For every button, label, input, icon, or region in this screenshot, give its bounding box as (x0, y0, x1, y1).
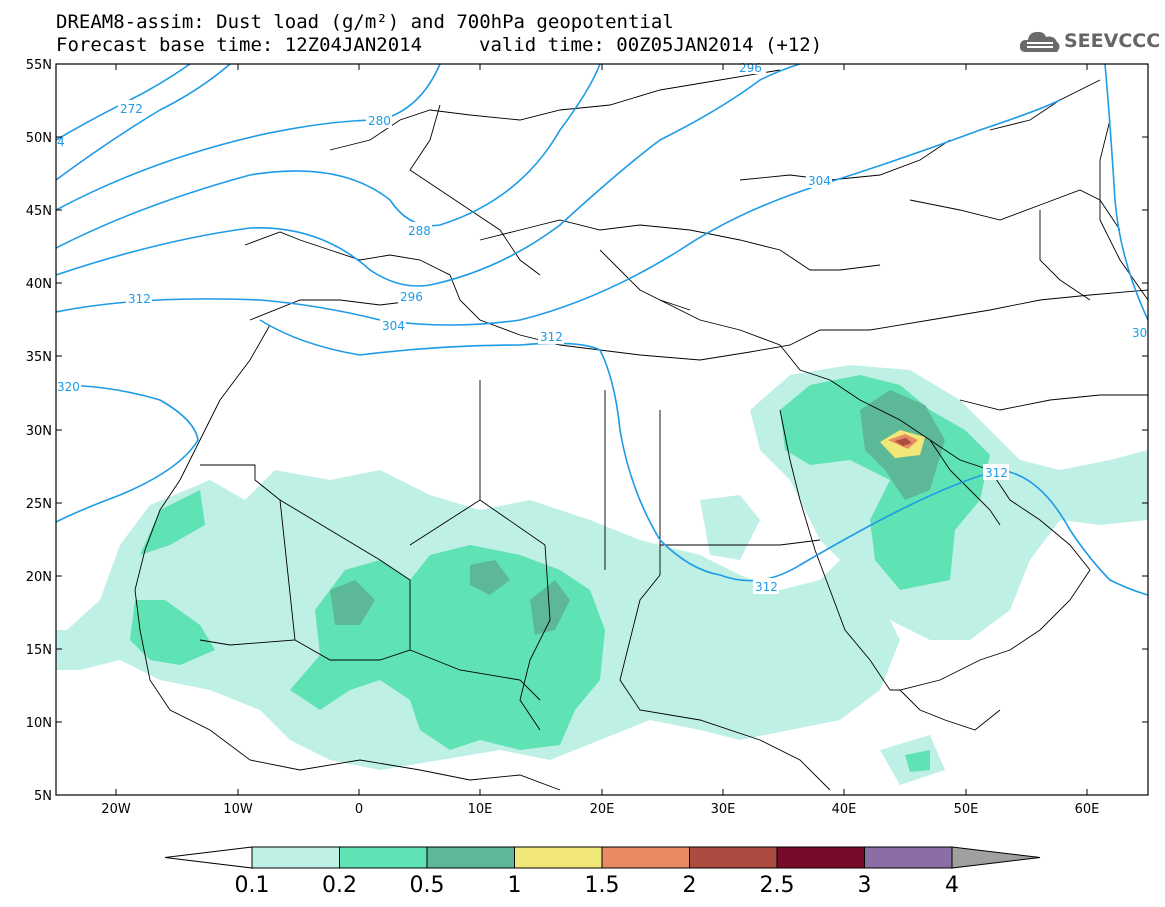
dust-2-layer (895, 438, 912, 446)
colorbar-segment (251, 846, 340, 869)
colorbar-level-label: 0.1 (235, 873, 270, 898)
lat-label: 40N (26, 277, 52, 292)
colorbar-level-label: 3 (858, 873, 872, 898)
lat-label: 35N (26, 350, 52, 365)
geopotential-contours (56, 64, 1148, 596)
dust-field (56, 64, 1148, 791)
colorbar-level-label: 0.5 (410, 873, 445, 898)
contour-label: 4 (57, 135, 65, 149)
map-title: DREAM8-assim: Dust load (g/m²) and 700hP… (56, 11, 674, 33)
colorbar-level-label: 4 (945, 873, 959, 898)
lat-label: 20N (26, 570, 52, 585)
colorbar-level-label: 1.5 (585, 873, 620, 898)
lat-label: 5N (34, 789, 52, 804)
logo-text: SEEVCCC (1064, 30, 1161, 52)
colorbar-level-label: 1 (508, 873, 522, 898)
contour-label: 296 (739, 61, 762, 75)
lon-label: 30E (711, 802, 736, 817)
colorbar-level-label: 2.5 (760, 873, 795, 898)
axis-ticks (56, 63, 1148, 796)
contour-label: 30 (1132, 326, 1147, 340)
forecast-base-time: Forecast base time: 12Z04JAN2014 (56, 34, 423, 56)
colorbar-level-label: 2 (683, 873, 697, 898)
contour-label: 312 (128, 292, 151, 306)
lon-label: 50E (954, 802, 979, 817)
lon-label: 60E (1075, 802, 1100, 817)
lon-label: 20W (101, 802, 131, 817)
contour-label: 280 (368, 114, 391, 128)
contour-label: 296 (400, 290, 423, 304)
lat-label: 50N (26, 131, 52, 146)
colorbar-lower-arrow (164, 846, 253, 869)
lon-label: 20E (590, 802, 615, 817)
colorbar-segment (426, 846, 515, 869)
longitude-labels: 20W 10W 0 10E 20E 30E 40E 50E 60E (101, 802, 1099, 817)
contour-label: 312 (540, 330, 563, 344)
contour-label: 312 (755, 580, 778, 594)
lat-label: 10N (26, 716, 52, 731)
dust-0.5-layer (330, 390, 945, 635)
colorbar-segment (776, 846, 865, 869)
contour-label: 320 (57, 380, 80, 394)
lat-label: 45N (26, 204, 52, 219)
contour-label: 272 (120, 102, 143, 116)
colorbar-segment (514, 846, 603, 869)
lon-label: 40E (832, 802, 857, 817)
lat-label: 55N (26, 58, 52, 73)
colorbar-upper-arrow (951, 846, 1041, 869)
borders (134, 69, 1148, 791)
cloud-logo-icon (1019, 31, 1060, 52)
seevccc-logo: SEEVCCC (1018, 26, 1161, 58)
contour-label: 288 (408, 224, 431, 238)
lat-label: 25N (26, 497, 52, 512)
dust-0.1-layer (56, 365, 1148, 785)
valid-time: valid time: 00Z05JAN2014 (+12) (479, 34, 823, 56)
contour-label: 312 (985, 466, 1008, 480)
lat-label: 30N (26, 424, 52, 439)
lon-label: 0 (355, 802, 363, 817)
colorbar-segment (689, 846, 778, 869)
latitude-labels: 55N 50N 45N 40N 35N 30N 25N 20N 15N 10N … (26, 58, 52, 804)
contour-label: 304 (808, 174, 831, 188)
contour-label: 304 (382, 319, 405, 333)
colorbar-segment (864, 846, 953, 869)
colorbar-segment (601, 846, 690, 869)
colorbar-level-label: 0.2 (322, 873, 357, 898)
colorbar: 0.1 0.2 0.5 1 1.5 2 2.5 3 4 (164, 846, 1041, 898)
lon-label: 10W (223, 802, 253, 817)
lat-label: 15N (26, 643, 52, 658)
colorbar-segment (339, 846, 428, 869)
lon-label: 10E (468, 802, 493, 817)
